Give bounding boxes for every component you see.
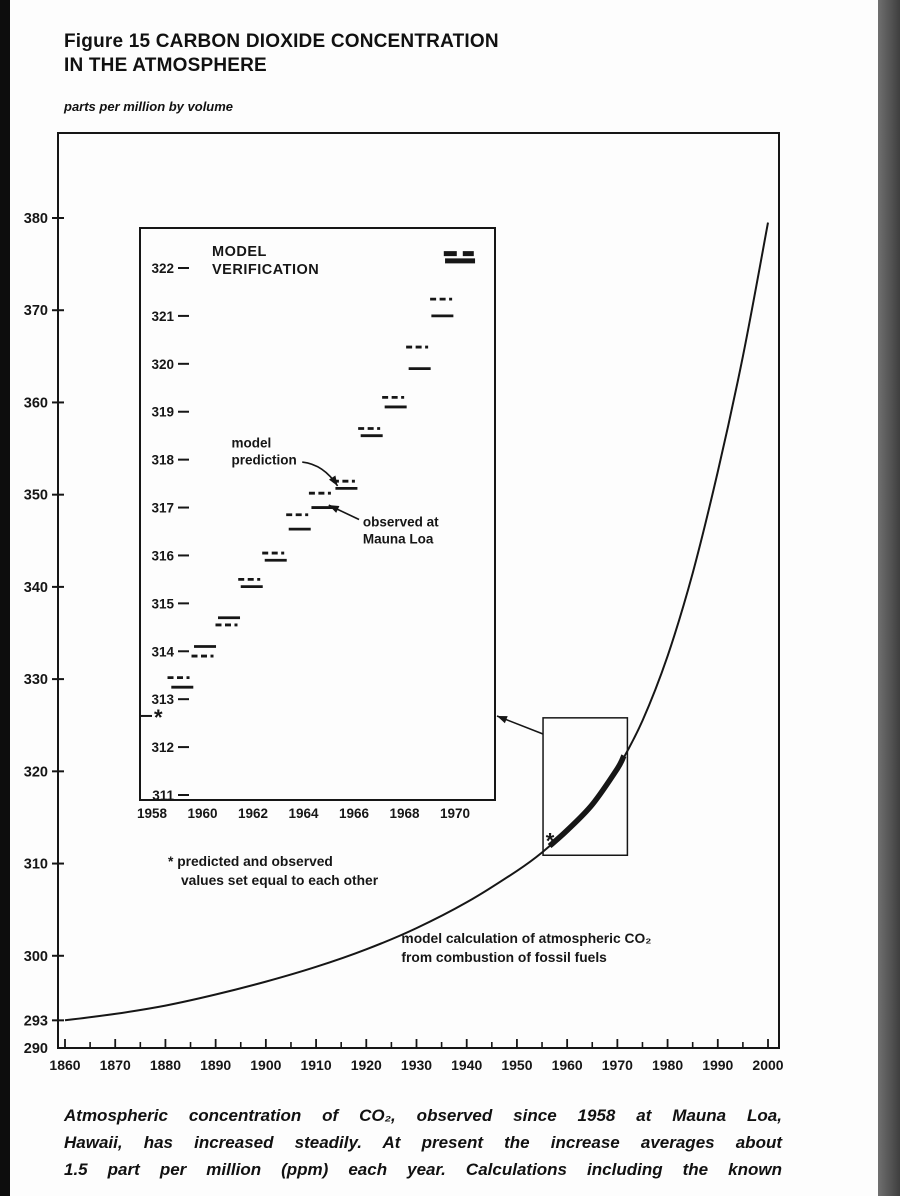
main-y-tick-label: 370 xyxy=(24,303,48,319)
observed-period-overlay xyxy=(547,754,627,849)
caption-line-1: Atmospheric concentration of CO₂, observ… xyxy=(64,1106,782,1125)
main-y-tick-label: 350 xyxy=(24,488,48,504)
zoom-box xyxy=(542,717,629,857)
inset-y-tick-label: 317 xyxy=(151,501,174,516)
inset-annotation: prediction xyxy=(232,453,297,468)
main-y-tick-label: 340 xyxy=(24,580,48,596)
main-x-tick-label: 1940 xyxy=(451,1057,482,1073)
inset-x-tick-label: 1970 xyxy=(440,806,470,821)
main-y-tick-label: 320 xyxy=(24,764,48,780)
inset-x-tick-label: 1962 xyxy=(238,806,268,821)
main-y-tick-label: 310 xyxy=(24,857,48,873)
inset-y-tick-label: 315 xyxy=(151,596,174,611)
main-y-tick-label: 380 xyxy=(24,211,48,227)
main-y-tick-label: 293 xyxy=(24,1013,48,1029)
inset-y-tick-label: 312 xyxy=(151,740,174,755)
main-x-tick-label: 1960 xyxy=(552,1057,583,1073)
inset-x-tick-label: 1966 xyxy=(339,806,370,821)
main-x-tick-label: 1870 xyxy=(100,1057,131,1073)
main-x-tick-label: 1910 xyxy=(300,1057,331,1073)
inset-y-tick-label: 316 xyxy=(151,548,174,563)
inset-y-tick-label: 314 xyxy=(151,644,174,659)
arrow-head xyxy=(497,716,508,724)
inset-x-tick-label: 1958 xyxy=(137,806,168,821)
main-x-tick-label: 1860 xyxy=(49,1057,80,1073)
main-y-tick-label: 330 xyxy=(24,672,48,688)
inset-annotation: model xyxy=(232,436,272,451)
main-x-tick-label: 1920 xyxy=(351,1057,382,1073)
inset-annotation: observed at xyxy=(363,515,439,530)
inset-y-tick-label: 313 xyxy=(151,692,174,707)
inset-title: VERIFICATION xyxy=(212,262,319,278)
main-x-tick-label: 1930 xyxy=(401,1057,432,1073)
inset-y-tick-label: 322 xyxy=(151,261,174,276)
main-x-tick-label: 1900 xyxy=(250,1057,281,1073)
inset-footnote-line: * predicted and observed xyxy=(168,854,333,869)
inset-x-tick-label: 1960 xyxy=(187,806,217,821)
main-x-tick-label: 1880 xyxy=(150,1057,181,1073)
main-x-tick-label: 1890 xyxy=(200,1057,231,1073)
inset-asterisk-marker: * xyxy=(154,705,163,730)
arrow-head xyxy=(329,475,338,486)
inset-title: MODEL xyxy=(212,244,267,260)
scan-right-edge xyxy=(878,0,900,1196)
caption-line-2: Hawaii, has increased steadily. At prese… xyxy=(64,1133,782,1152)
inset-annotation: Mauna Loa xyxy=(363,532,434,547)
inset-annotation-arrow xyxy=(302,461,339,487)
inset-y-tick-label: 321 xyxy=(151,309,174,324)
inset-x-tick-label: 1964 xyxy=(288,806,319,821)
inset-frame xyxy=(139,227,496,801)
main-y-tick-label: 300 xyxy=(24,949,48,965)
axis-unit-label: parts per million by volume xyxy=(64,99,234,114)
inset-footnote-line: values set equal to each other xyxy=(181,873,379,888)
inset-x-tick-label: 1968 xyxy=(389,806,420,821)
zoom-box-to-inset-arrow xyxy=(496,715,544,735)
figure-title: Figure 15 CARBON DIOXIDE CONCENTRATION I… xyxy=(64,30,499,78)
inset-y-tick-label: 320 xyxy=(151,357,174,372)
figure-title-line-2: IN THE ATMOSPHERE xyxy=(64,55,267,76)
main-curve-annotation: model calculation of atmospheric CO₂ xyxy=(401,931,651,946)
inset-y-tick-label: 319 xyxy=(151,405,174,420)
main-plot-frame xyxy=(57,132,780,1049)
main-y-tick-label: 290 xyxy=(24,1041,48,1057)
main-x-tick-label: 2000 xyxy=(752,1057,783,1073)
main-x-tick-label: 1950 xyxy=(501,1057,532,1073)
inset-y-tick-label: 318 xyxy=(151,453,174,468)
figure-caption: Atmospheric concentration of CO₂, observ… xyxy=(64,1102,782,1183)
inset-y-tick-label: 311 xyxy=(152,788,174,803)
scan-left-edge xyxy=(0,0,10,1196)
figure-title-line-1: Figure 15 CARBON DIOXIDE CONCENTRATION xyxy=(64,31,499,52)
arrow-head xyxy=(328,505,340,513)
main-y-tick-label: 360 xyxy=(24,395,48,411)
main-x-tick-label: 1980 xyxy=(652,1057,683,1073)
caption-line-3: 1.5 part per million (ppm) each year. Ca… xyxy=(64,1160,782,1179)
main-asterisk-marker: * xyxy=(546,829,555,854)
main-x-tick-label: 1990 xyxy=(702,1057,733,1073)
main-x-tick-label: 1970 xyxy=(602,1057,633,1073)
inset-annotation-arrow xyxy=(328,504,360,521)
main-curve-annotation: from combustion of fossil fuels xyxy=(401,950,607,965)
